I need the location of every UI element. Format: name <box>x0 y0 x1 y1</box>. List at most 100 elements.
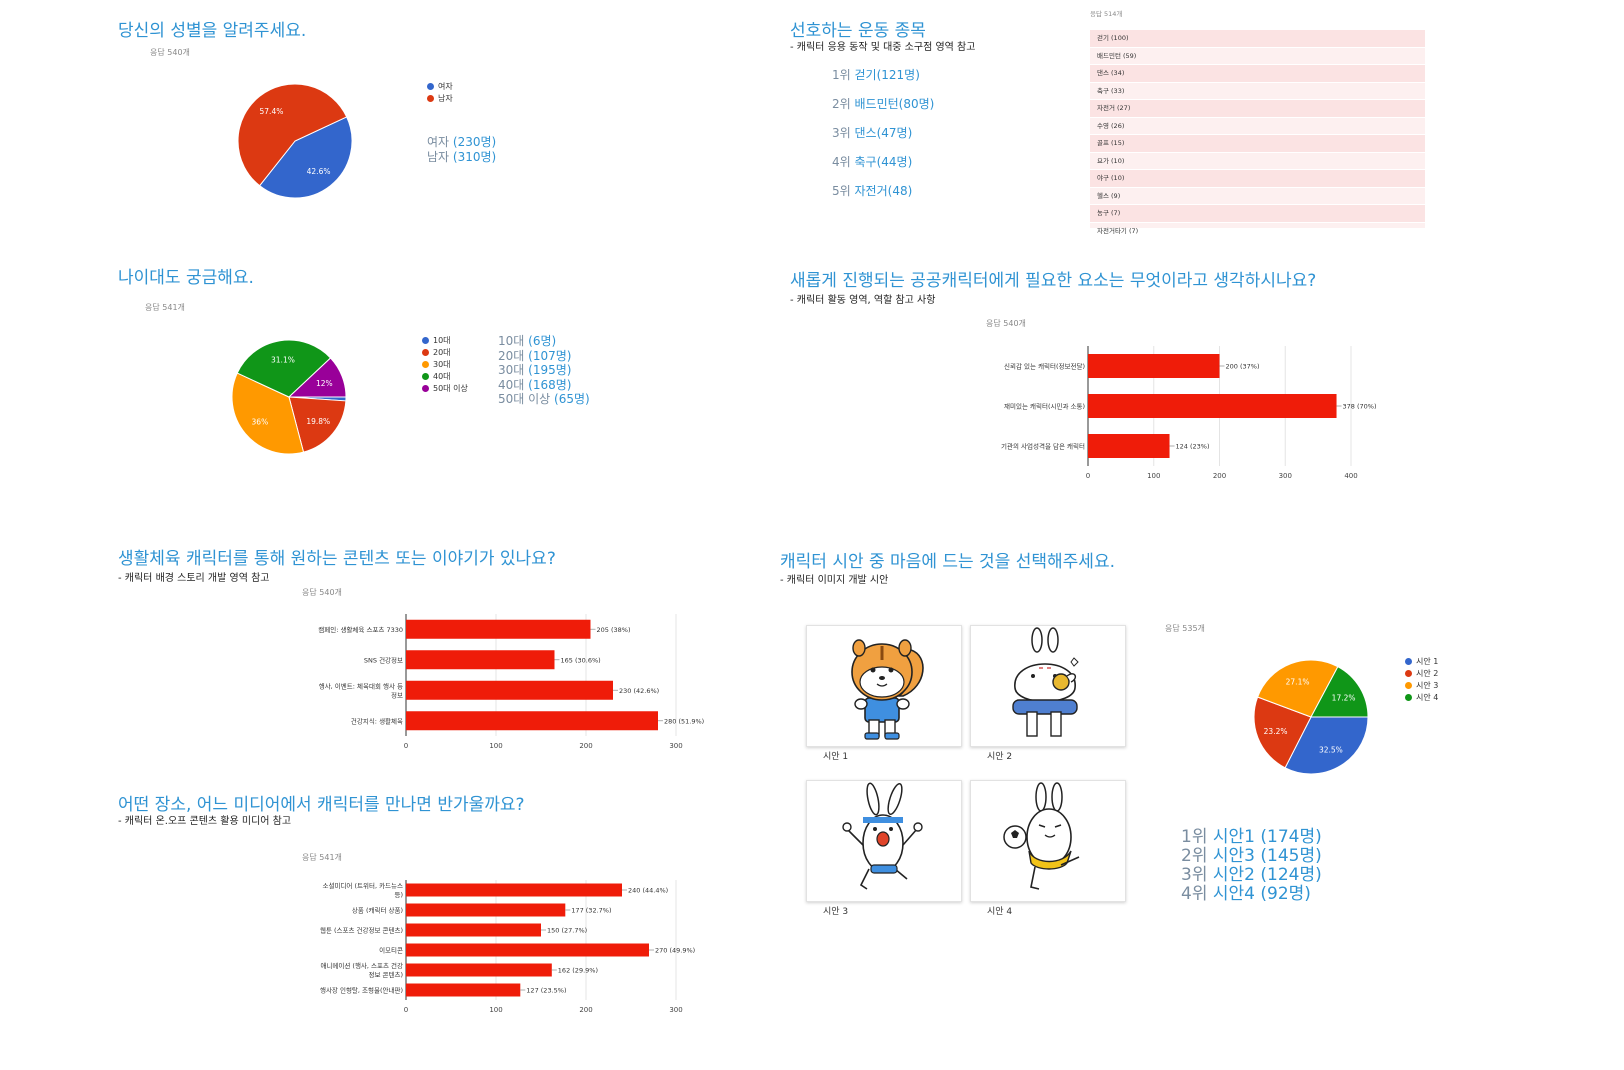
rank-name: 걷기(121명) <box>854 68 920 82</box>
category-label: 소셜미디어 (트위터, 카드뉴스 <box>323 881 404 890</box>
legend-item-option-1: 시안 1 <box>1405 656 1438 668</box>
pie-slice <box>231 372 305 455</box>
table-row: 자전거타기 (7) <box>1090 223 1425 240</box>
rank-number: 4위 <box>832 155 851 169</box>
table-row: 걷기 (100) <box>1090 30 1425 48</box>
legend-label: 50대 이상 <box>433 384 468 393</box>
data-label: 240 (44.4%) <box>628 887 668 895</box>
legend-dot <box>427 95 434 102</box>
data-label: 150 (27.7%) <box>547 927 587 935</box>
legend-dot <box>422 361 429 368</box>
legend-dot <box>422 373 429 380</box>
bar <box>406 983 521 997</box>
elements-title: 새롭게 진행되는 공공캐릭터에게 필요한 요소는 무엇이라고 생각하시나요? <box>790 271 1317 291</box>
age-pie-chart: 19.8% 36% 31.1% 12% <box>231 339 347 455</box>
media-responses: 응답 541개 <box>302 853 342 862</box>
stat-row: 40대 (168명) <box>498 378 590 393</box>
pie-slice-label: 19.8% <box>306 417 330 426</box>
rank-number: 5위 <box>832 184 851 198</box>
rank-name: 시안4 (92명) <box>1212 884 1311 904</box>
legend-label: 시안 4 <box>1416 693 1439 702</box>
stat-value: (230명) <box>452 135 497 149</box>
pie-slice <box>1310 666 1369 718</box>
category-label: 행사장 인형탈, 조형물(안내판) <box>320 986 403 995</box>
data-label: 200 (37%) <box>1226 363 1260 371</box>
media-subtitle: - 캐릭터 온.오프 콘텐츠 활용 미디어 참고 <box>118 816 292 827</box>
x-tick-label: 100 <box>1147 472 1160 480</box>
legend-label: 20대 <box>433 348 451 357</box>
x-tick-label: 400 <box>1344 472 1357 480</box>
age-title: 나이대도 궁금해요. <box>118 268 254 288</box>
bar <box>406 903 566 917</box>
category-label: 정보 콘텐츠) <box>368 970 403 979</box>
legend-item-20s: 20대 <box>422 347 468 359</box>
gender-pie-chart: 42.6% 57.4% <box>237 83 353 199</box>
rabbit-cheer-character-icon <box>842 782 923 890</box>
rank-name: 축구(44명) <box>854 155 913 169</box>
legend-label: 시안 1 <box>1416 657 1439 666</box>
stat-female: 여자 (230명) <box>427 135 496 150</box>
x-tick-label: 0 <box>1086 472 1090 480</box>
x-tick-label: 100 <box>489 1006 502 1014</box>
gender-legend: 여자 남자 <box>427 81 453 105</box>
sports-top5: 1위 걷기(121명) 2위 배드민턴(80명) 3위 댄스(47명) 4위 축… <box>832 66 934 211</box>
x-tick-label: 300 <box>669 742 682 750</box>
stat-label: 남자 <box>427 150 450 164</box>
pie-slice-label: 23.2% <box>1264 727 1288 736</box>
design-option-2-card[interactable] <box>970 625 1126 747</box>
legend-label: 30대 <box>433 360 451 369</box>
stat-value: (6명) <box>528 334 557 348</box>
pie-slice <box>258 116 353 199</box>
x-tick-label: 200 <box>1213 472 1226 480</box>
legend-label: 40대 <box>433 372 451 381</box>
table-row: 골프 (15) <box>1090 135 1425 153</box>
rank-name: 시안2 (124명) <box>1212 865 1322 885</box>
category-label: 이모티콘 <box>379 946 403 955</box>
age-stats: 10대 (6명) 20대 (107명) 30대 (195명) 40대 (168명… <box>498 334 590 407</box>
sports-rank-1: 1위 걷기(121명) <box>832 66 934 95</box>
stat-row: 30대 (195명) <box>498 363 590 378</box>
table-row: 농구 (7) <box>1090 205 1425 223</box>
pie-slice-label: 32.5% <box>1319 745 1343 754</box>
legend-item-option-2: 시안 2 <box>1405 668 1438 680</box>
sports-title: 선호하는 운동 종목 <box>790 21 926 41</box>
rank-number: 1위 <box>832 68 851 82</box>
contents-title: 생활체육 캐릭터를 통해 원하는 콘텐츠 또는 이야기가 있나요? <box>118 549 556 569</box>
squirrel-character-icon <box>851 639 924 740</box>
design-rank-3: 3위 시안2 (124명) <box>1181 866 1322 885</box>
table-row: 요가 (10) <box>1090 153 1425 170</box>
x-tick-label: 300 <box>1279 472 1292 480</box>
category-label: 기관의 사업성격을 담은 캐릭터 <box>1001 442 1085 451</box>
design-option-2-label: 시안 2 <box>987 752 1013 762</box>
sports-rank-4: 4위 축구(44명) <box>832 153 934 182</box>
elements-responses: 응답 540개 <box>986 319 1026 328</box>
x-tick-label: 0 <box>404 1006 408 1014</box>
age-legend: 10대 20대 30대 40대 50대 이상 <box>422 335 468 395</box>
category-label: SNS 건강정보 <box>364 655 403 664</box>
table-row: 헬스 (9) <box>1090 188 1425 205</box>
x-tick-label: 100 <box>489 742 502 750</box>
legend-item-option-4: 시안 4 <box>1405 692 1438 704</box>
x-tick-label: 0 <box>404 742 408 750</box>
pie-slice-label: 42.6% <box>307 167 331 176</box>
legend-dot <box>422 385 429 392</box>
data-label: 205 (38%) <box>597 626 631 634</box>
category-label: 행사, 이벤트: 체육대회 행사 등 <box>319 681 403 690</box>
design-option-1-card[interactable] <box>806 625 962 747</box>
design-option-3-card[interactable] <box>806 780 962 902</box>
contents-responses: 응답 540개 <box>302 588 342 597</box>
rank-number: 4위 <box>1181 884 1208 904</box>
legend-label: 10대 <box>433 336 451 345</box>
rank-name: 댄스(47명) <box>854 126 913 140</box>
x-tick-label: 200 <box>579 742 592 750</box>
pie-slice-label: 31.1% <box>271 355 295 364</box>
media-title: 어떤 장소, 어느 미디어에서 캐릭터를 만나면 반가울까요? <box>118 795 525 815</box>
stat-male: 남자 (310명) <box>427 150 496 165</box>
pie-slice <box>236 339 332 398</box>
category-label: 등) <box>394 891 403 899</box>
design-option-4-card[interactable] <box>970 780 1126 902</box>
rank-name: 배드민턴(80명) <box>854 97 935 111</box>
sports-table: 걷기 (100) 배드민턴 (59) 댄스 (34) 축구 (33) 자전거 (… <box>1090 30 1425 240</box>
legend-item-female: 여자 <box>427 81 453 93</box>
